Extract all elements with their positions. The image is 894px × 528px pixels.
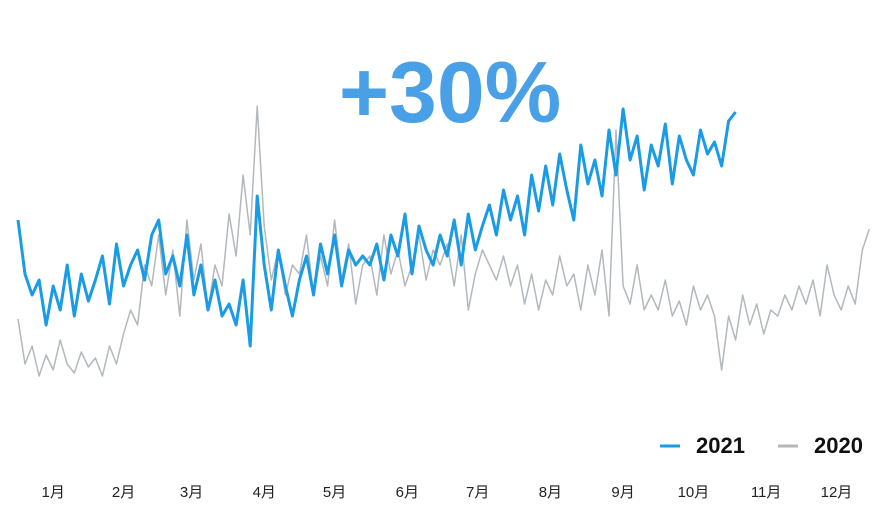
x-tick-label: 5月 — [323, 484, 346, 501]
x-tick-label: 8月 — [539, 484, 562, 501]
x-tick-label: 12月 — [821, 484, 853, 501]
x-tick-label: 11月 — [751, 484, 782, 501]
chart-title: +30% — [339, 45, 561, 141]
x-tick-label: 4月 — [253, 484, 276, 501]
line-series — [17, 105, 871, 377]
x-tick-label: 1月 — [42, 484, 65, 501]
x-tick-label: 10月 — [678, 484, 710, 501]
x-tick-label: 7月 — [466, 484, 489, 501]
x-tick-label: 2月 — [112, 484, 135, 501]
legend-label: 2021 — [696, 433, 745, 458]
line-series — [16, 107, 737, 348]
legend-label: 2020 — [814, 433, 863, 458]
x-tick-label: 9月 — [611, 484, 634, 501]
x-tick-label: 6月 — [396, 484, 419, 501]
x-tick-label: 3月 — [180, 484, 203, 501]
